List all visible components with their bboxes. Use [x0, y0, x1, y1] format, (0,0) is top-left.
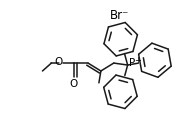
- Text: O: O: [69, 79, 77, 89]
- Text: Br⁻: Br⁻: [110, 9, 129, 22]
- Text: O: O: [54, 57, 62, 67]
- Text: +: +: [135, 56, 141, 65]
- Text: P: P: [129, 58, 135, 68]
